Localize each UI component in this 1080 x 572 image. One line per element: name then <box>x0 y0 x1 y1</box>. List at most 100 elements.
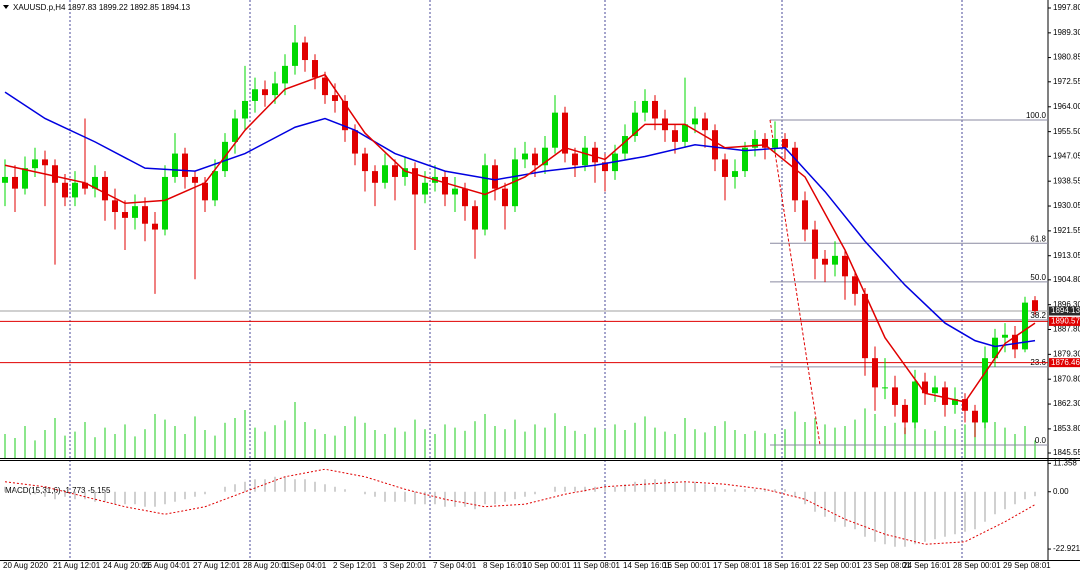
candle-body <box>742 147 748 172</box>
x-tick-label: 2 Sep 12:01 <box>333 561 377 570</box>
candle-body <box>602 162 608 172</box>
price-label: 1876.46 <box>1051 358 1080 367</box>
candle-body <box>282 65 288 84</box>
candle-body <box>752 138 758 148</box>
candle-body <box>62 182 68 198</box>
candle-body <box>302 42 308 61</box>
candle-body <box>52 165 58 183</box>
fib-label: 61.8 <box>1030 234 1046 243</box>
candle-body <box>772 138 778 148</box>
candle-body <box>412 168 418 195</box>
candle-body <box>312 60 318 78</box>
low: 1892.85 <box>130 3 159 12</box>
x-tick-label: 29 Sep 08:01 <box>1003 561 1051 570</box>
macd-signal <box>4 468 1036 545</box>
candle-body <box>512 159 518 207</box>
candle-body <box>792 147 798 201</box>
candle-body <box>392 165 398 177</box>
fib-label: 38.2 <box>1030 311 1046 320</box>
candle-body <box>952 399 958 405</box>
candle-body <box>932 387 938 394</box>
candle-body <box>982 358 988 423</box>
candle-body <box>502 188 508 207</box>
candle-body <box>692 118 698 125</box>
y-tick-label: 1879.30 <box>1053 349 1080 358</box>
fib-label: 0.0 <box>1035 436 1047 445</box>
candle-body <box>492 165 498 189</box>
candle-body <box>812 229 818 259</box>
menu-arrow[interactable] <box>3 5 9 9</box>
bid-label-box <box>1049 306 1080 316</box>
candle-body <box>482 165 488 230</box>
open: 1897.83 <box>68 3 97 12</box>
candle-body <box>462 188 468 207</box>
candle-body <box>912 381 918 423</box>
candle-body <box>102 176 108 201</box>
candle-body <box>572 153 578 166</box>
y-tick-label: 1887.80 <box>1053 325 1080 334</box>
candle-body <box>112 200 118 213</box>
fib-label: 50.0 <box>1030 273 1046 282</box>
x-tick-label: 8 Sep 16:01 <box>483 561 527 570</box>
candle-body <box>832 255 838 265</box>
y-tick-label: 1921.55 <box>1053 226 1080 235</box>
candle-body <box>232 118 238 142</box>
candle-body <box>922 381 928 394</box>
candle-body <box>162 176 168 230</box>
candle-body <box>882 387 888 389</box>
x-tick-label: 28 Sep 00:01 <box>953 561 1001 570</box>
x-tick-label: 18 Sep 16:01 <box>763 561 811 570</box>
candle-body <box>132 206 138 218</box>
candle-body <box>22 168 28 189</box>
candle-body <box>12 176 18 189</box>
candle-body <box>242 100 248 119</box>
candle-body <box>352 130 358 154</box>
y-tick-label: 1896.30 <box>1053 300 1080 309</box>
candle-body <box>172 153 178 177</box>
candle-body <box>522 153 528 160</box>
candle-body <box>732 171 738 177</box>
x-tick-label: 7 Sep 04:01 <box>433 561 477 570</box>
fib-label: 100.0 <box>1026 111 1047 120</box>
candle-body <box>82 182 88 189</box>
y-tick-label: 1870.80 <box>1053 374 1080 383</box>
x-tick-label: 23 Sep 08:01 <box>863 561 911 570</box>
macd-value: -1.773 <box>63 486 86 495</box>
candle-body <box>582 147 588 166</box>
x-tick-label: 14 Sep 16:01 <box>623 561 671 570</box>
x-tick-label: 3 Sep 20:01 <box>383 561 427 570</box>
period-separators <box>69 0 963 560</box>
y-tick-label: 1913.05 <box>1053 251 1080 260</box>
candle-body <box>292 42 298 66</box>
candle-body <box>192 176 198 183</box>
candle-body <box>852 276 858 294</box>
candle-body <box>702 118 708 131</box>
candle-body <box>92 176 98 189</box>
y-tick-label: 1845.55 <box>1053 448 1080 457</box>
candle-body <box>422 182 428 195</box>
candle-body <box>342 100 348 131</box>
x-tick-label: 21 Aug 12:01 <box>53 561 101 570</box>
candle-body <box>32 159 38 169</box>
candle-body <box>122 212 128 218</box>
y2-tick-label: 11.358 <box>1053 458 1077 467</box>
y-tick-label: 1989.30 <box>1053 28 1080 37</box>
x-tick-label: 16 Sep 00:01 <box>663 561 711 570</box>
candle-body <box>762 138 768 148</box>
moving-average-slow <box>4 91 1036 348</box>
candle-body <box>1022 302 1028 350</box>
symbol: XAUUSD.p,H4 <box>13 3 66 12</box>
x-tick-label: 27 Aug 12:01 <box>193 561 241 570</box>
candle-body <box>362 153 368 172</box>
candle-body <box>942 387 948 405</box>
y-tick-label: 1938.55 <box>1053 176 1080 185</box>
y-tick-label: 1947.05 <box>1053 151 1080 160</box>
candle-body <box>622 136 628 154</box>
candle-body <box>562 112 568 154</box>
x-tick-label: 10 Sep 00:01 <box>523 561 571 570</box>
candle-body <box>532 153 538 166</box>
y-tick-label: 1853.80 <box>1053 424 1080 433</box>
